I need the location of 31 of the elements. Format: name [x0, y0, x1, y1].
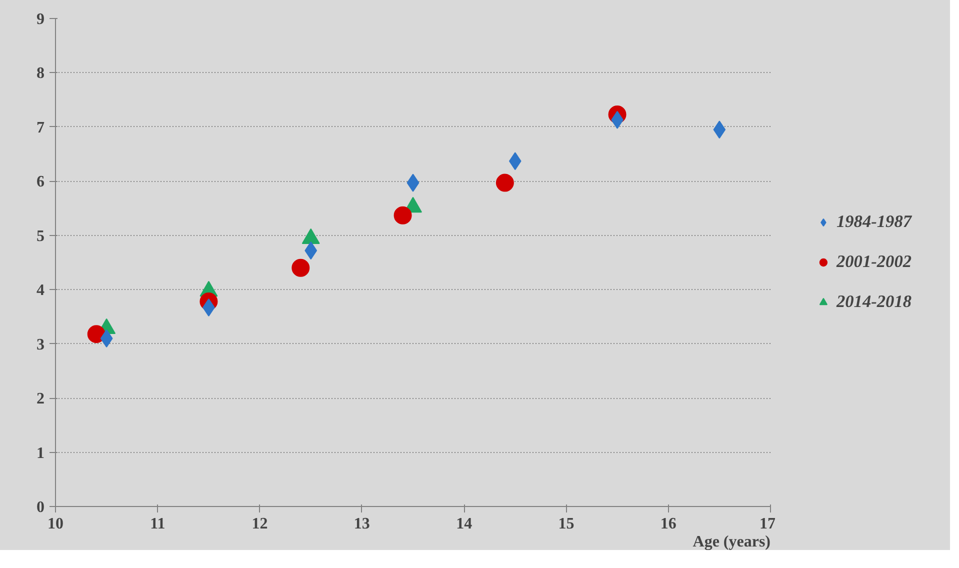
y-tick-label: 8 [36, 65, 44, 82]
y-tick-label: 0 [36, 499, 44, 516]
point [292, 258, 310, 277]
x-tick-label: 12 [252, 516, 268, 532]
y-tick-label: 4 [36, 282, 44, 300]
x-tick-label: 14 [456, 516, 472, 532]
y-tick-label: 2 [36, 390, 44, 408]
y-tick-label: 1 [36, 444, 44, 462]
point [496, 174, 514, 192]
legend-label: 2014-2018 [836, 292, 912, 312]
point [406, 174, 420, 192]
x-axis-title: Age (years) [692, 534, 771, 550]
point [713, 120, 726, 139]
x-tick-label: 16 [660, 516, 676, 532]
y-tick-label: 5 [36, 228, 44, 245]
y-tick-label: 3 [36, 336, 44, 354]
point [394, 206, 412, 224]
y-tick-label: 6 [36, 174, 44, 191]
legend-label: 1984-1987 [836, 212, 912, 232]
y-tick-label: 7 [36, 119, 44, 136]
x-tick-label: 13 [354, 516, 370, 532]
point [508, 152, 522, 170]
legend-label: 2001-2002 [836, 252, 912, 272]
point [304, 242, 318, 260]
x-tick-label: 11 [150, 516, 166, 532]
x-tick-label: 17 [760, 516, 776, 532]
x-tick-label: 15 [558, 516, 574, 532]
x-tick-label: 10 [48, 516, 64, 532]
point [100, 329, 113, 348]
y-tick-label: 9 [36, 11, 44, 28]
point [87, 325, 106, 344]
